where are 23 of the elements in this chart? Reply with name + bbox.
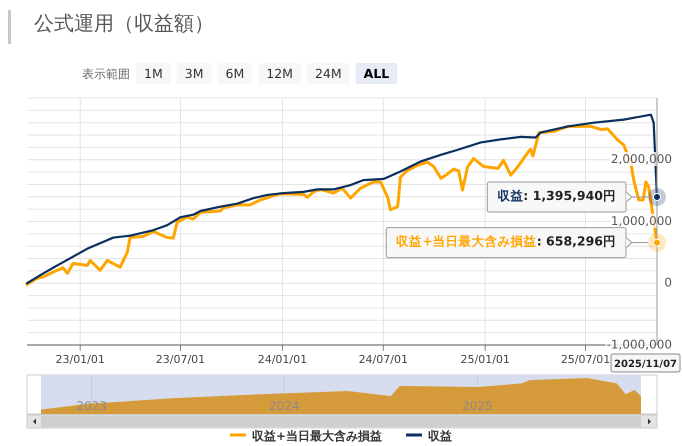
annotation: 収益: 1,395,940円 [497,188,616,204]
text: 3M [184,66,204,81]
x-tick-label: 2024 [269,399,300,413]
annotation: 収益+当日最大含み損益: 658,296円 [396,234,616,250]
x-tick-label: 24/01/01 [258,353,308,366]
x-tick-label: 25/01/01 [460,353,510,366]
x-tick-label: 23/01/01 [55,353,105,366]
x-tick-label: 2023 [76,399,107,413]
text: 12M [266,66,293,81]
text: 6M [226,66,244,81]
chart-title: 公式運用（収益額） [34,11,214,35]
legend-label: 収益 [428,429,452,443]
x-tick-label: 23/07/01 [156,353,206,366]
x-tick-label: 2025 [462,399,493,413]
text: 表示範囲 [82,67,130,81]
y-tick-label: -1,000,000 [606,337,672,352]
y-tick-label: 0 [664,276,672,290]
text: 1M [144,66,163,81]
x-tick-label: 24/07/01 [358,353,408,366]
legend-label: 収益+当日最大含み損益 [252,429,382,443]
text: 24M [314,66,342,81]
text: ALL [364,66,390,81]
x-tick-label: 25/07/01 [560,353,610,366]
